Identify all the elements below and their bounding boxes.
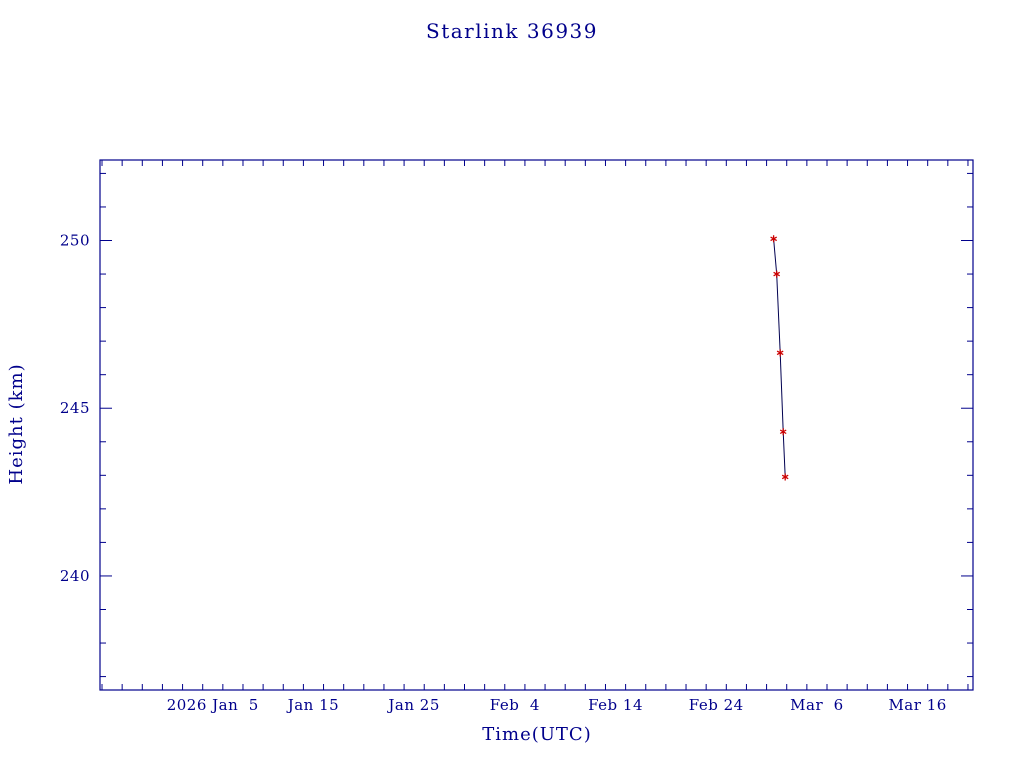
x-tick-label: Feb 24 [689,696,744,714]
x-tick-label: Mar 6 [790,696,844,714]
y-axis-label: Height (km) [6,363,27,484]
x-tick-label: Mar 16 [888,696,946,714]
x-axis-label: Time(UTC) [482,724,591,745]
x-tick-label: Feb 4 [490,696,540,714]
data-point-marker [781,473,789,481]
y-tick-label: 250 [60,232,90,250]
x-tick-label: Feb 14 [588,696,643,714]
x-tick-label: Jan 15 [286,696,339,714]
data-point-marker [776,349,784,357]
x-tick-label: 2026 Jan 5 [167,696,259,714]
plot-area: 2026 Jan 5 Jan 15 Jan 25 Feb 4 Feb 14 Feb 24 M… [60,159,974,714]
data-point-marker [779,428,787,436]
x-tick-label: Jan 25 [386,696,439,714]
y-tick-label: 245 [60,399,90,417]
chart-title: Starlink 36939 [426,19,598,43]
y-tick-label: 240 [60,567,90,585]
data-point-marker [773,270,781,278]
data-point-marker [770,235,778,243]
plot-frame [99,159,974,691]
